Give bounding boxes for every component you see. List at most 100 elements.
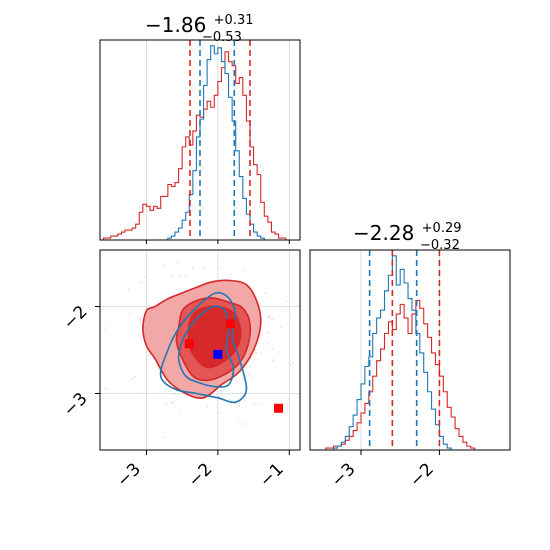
blue-contour-level <box>159 291 248 404</box>
sample-point <box>217 412 220 414</box>
grid-lines <box>145 40 290 244</box>
sample-point <box>255 351 258 354</box>
sample-point <box>264 292 267 294</box>
marginal-1-upper-error: +0.31 <box>214 13 254 28</box>
sample-point <box>178 275 181 278</box>
sample-point <box>176 261 179 264</box>
sample-point <box>140 281 143 284</box>
sample-point <box>248 373 251 376</box>
sample-point <box>284 307 287 310</box>
sample-point <box>260 352 262 355</box>
sample-point <box>220 390 222 393</box>
sample-point <box>242 423 245 425</box>
sample-point <box>244 399 246 402</box>
sample-point <box>140 392 143 395</box>
axes-frame <box>309 249 511 451</box>
marginal-histogram-param-1: −1.86 +0.31 −0.53 <box>99 5 301 244</box>
quantile-lines <box>189 40 251 240</box>
sample-point <box>172 401 175 404</box>
sample-point <box>268 316 271 319</box>
sample-point <box>203 267 205 269</box>
sample-point <box>144 275 147 278</box>
blue-contours <box>159 291 248 404</box>
histogram-series <box>164 45 268 241</box>
sample-point <box>236 420 239 423</box>
sample-point <box>285 300 288 303</box>
histogram-series <box>100 51 290 241</box>
histogram-series <box>321 299 479 451</box>
x-tick-label: −3 <box>113 459 145 491</box>
x-ticks: −3 −2 <box>328 450 440 491</box>
marginal-2-median: −2.28 <box>353 221 414 245</box>
x-tick-label: −2 <box>406 459 438 491</box>
sample-point <box>267 315 270 318</box>
sample-point <box>271 359 274 362</box>
sample-point <box>254 349 257 351</box>
sample-point <box>235 380 238 383</box>
axes-frame <box>99 249 301 451</box>
sample-point <box>242 268 245 271</box>
sample-point <box>253 402 256 405</box>
x-ticks: −3 −2 −1 <box>113 450 290 491</box>
marginal-1-lower-error: −0.53 <box>202 30 242 45</box>
sample-point <box>171 402 173 404</box>
marginal-2-lower-error: −0.32 <box>420 238 460 253</box>
sample-point <box>279 326 282 329</box>
sample-point <box>287 399 290 401</box>
sample-point <box>266 342 269 345</box>
marginal-histogram-param-2: −2.28 +0.29 −0.32 −3 −2 <box>309 213 511 491</box>
quantile-lines <box>368 250 441 450</box>
joint-contour-panel: −3 −2 −1 −2 −3 <box>60 249 301 491</box>
x-tick-label: −2 <box>185 459 217 491</box>
sample-point <box>292 362 294 365</box>
sample-point <box>219 267 222 270</box>
sample-point <box>191 267 194 270</box>
blue-contour-level <box>177 305 235 388</box>
sample-point <box>133 376 136 378</box>
marginal-2-upper-error: +0.29 <box>422 221 462 236</box>
sample-point <box>248 366 251 368</box>
sample-point <box>222 388 225 391</box>
sample-point <box>254 352 256 355</box>
histogram-steps <box>100 45 290 241</box>
sample-point <box>289 313 292 316</box>
sample-point <box>162 264 165 267</box>
sample-point <box>272 348 274 350</box>
axes-frame <box>99 39 301 241</box>
sample-point <box>145 307 148 310</box>
x-tick-label: −1 <box>256 459 288 491</box>
sample-point <box>131 378 133 380</box>
marginal-1-median: −1.86 <box>145 13 206 37</box>
sample-point <box>164 403 167 405</box>
sample-point <box>127 288 130 291</box>
square-marker <box>274 403 284 413</box>
marginal-2-title: −2.28 +0.29 −0.32 <box>353 213 468 253</box>
y-tick-label: −2 <box>60 302 92 334</box>
sample-point <box>170 275 173 278</box>
sample-point <box>250 357 252 360</box>
square-marker <box>213 349 223 359</box>
sample-point <box>105 387 108 390</box>
square-marker <box>184 339 194 349</box>
sample-point <box>251 377 254 379</box>
sample-point <box>228 398 231 401</box>
square-markers <box>184 319 284 413</box>
sample-point <box>217 395 220 398</box>
sample-point <box>238 404 241 407</box>
x-tick-label: −3 <box>328 459 360 491</box>
marginal-1-title: −1.86 +0.31 −0.53 <box>145 5 260 45</box>
sample-point <box>185 274 188 277</box>
sample-point <box>164 436 167 438</box>
sample-point <box>289 364 292 367</box>
histogram-steps <box>321 255 479 451</box>
sample-point <box>257 402 260 405</box>
sample-point <box>178 410 181 413</box>
sample-point <box>172 393 175 396</box>
red-filled-contours <box>142 279 262 399</box>
sample-point <box>129 313 132 316</box>
sample-point <box>103 327 106 330</box>
sample-point <box>206 405 209 407</box>
sample-point <box>267 332 270 335</box>
y-ticks: −2 −3 <box>60 302 100 421</box>
